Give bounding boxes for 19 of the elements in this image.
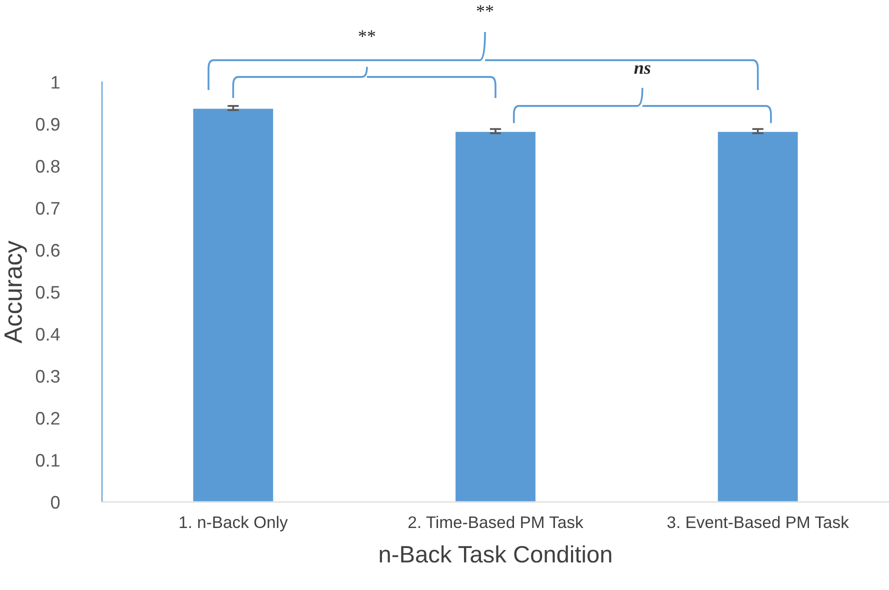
y-tick-label: 0.3 xyxy=(36,370,60,383)
text: ** xyxy=(358,30,376,38)
y-tick-label: 0.4 xyxy=(36,328,60,341)
y-tick-label: 0.5 xyxy=(36,286,60,299)
y-tick-label: 0 xyxy=(51,496,60,509)
y-tick-label: 0.7 xyxy=(36,202,60,215)
x-tick-label: 2. Time-Based PM Task xyxy=(408,516,584,528)
x-tick-label: 1. n-Back Only xyxy=(180,516,288,532)
y-tick-label: 1 xyxy=(52,76,60,89)
x-axis-title: n-Back Task Condition xyxy=(380,545,612,563)
y-tick-label: 0.2 xyxy=(36,412,60,425)
y-tick-label: 0.1 xyxy=(36,454,60,467)
y-tick-label: 0.6 xyxy=(36,244,60,257)
y-tick-label: 0.9 xyxy=(36,118,60,131)
x-tick-label: 3. Event-Based PM Task xyxy=(667,516,849,528)
y-tick-label: 0.8 xyxy=(36,160,60,173)
y-axis-title: Accuracy xyxy=(4,240,27,344)
text: ns xyxy=(634,65,650,74)
text: ** xyxy=(476,5,494,12)
